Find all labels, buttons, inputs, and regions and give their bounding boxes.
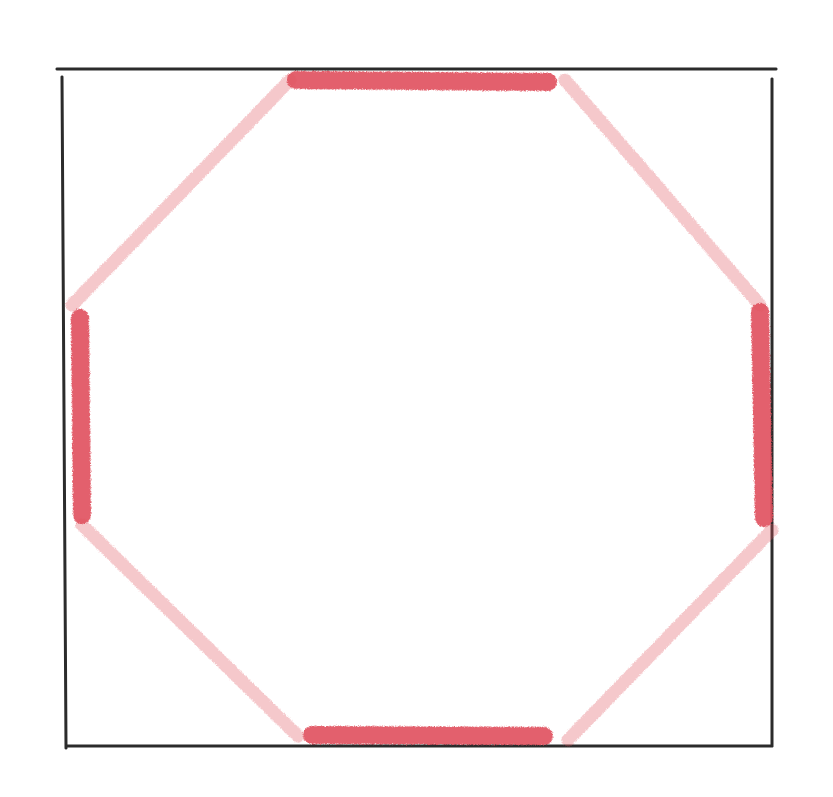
- octagon-side-bottom-left: [75, 518, 305, 743]
- octagon-side-top-right: [558, 73, 767, 312]
- octagon-side-right: [751, 303, 773, 527]
- square-frame: [55, 67, 778, 750]
- frame-left-edge: [60, 75, 68, 750]
- octagon-side-top-left: [65, 73, 297, 312]
- octagon-side-left: [71, 309, 91, 524]
- octagon-side-bottom-right: [561, 523, 779, 747]
- octagon: [65, 71, 779, 747]
- octagon-side-top: [287, 71, 557, 91]
- octagon-side-bottom: [303, 726, 553, 745]
